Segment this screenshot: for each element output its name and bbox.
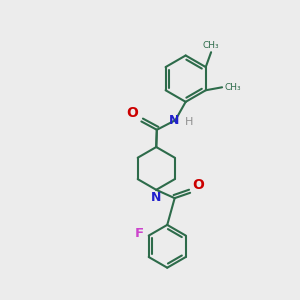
Text: O: O — [192, 178, 204, 192]
Text: F: F — [135, 227, 144, 240]
Text: H: H — [185, 117, 193, 127]
Text: O: O — [127, 106, 138, 120]
Text: N: N — [169, 114, 179, 127]
Text: CH₃: CH₃ — [224, 83, 241, 92]
Text: N: N — [151, 191, 161, 204]
Text: CH₃: CH₃ — [203, 41, 219, 50]
